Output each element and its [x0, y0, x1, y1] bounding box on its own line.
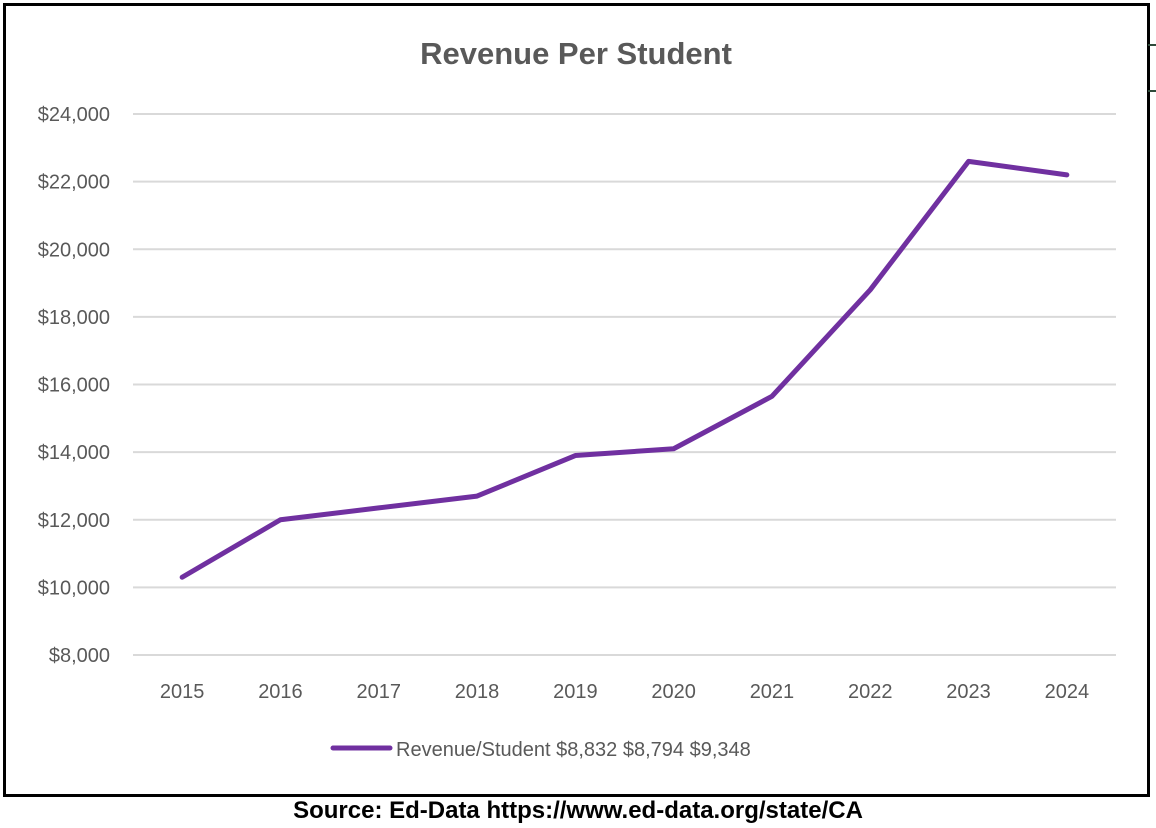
chart-title: Revenue Per Student [420, 36, 732, 71]
y-tick-label: $20,000 [38, 239, 110, 261]
y-tick-label: $12,000 [38, 510, 110, 532]
y-tick-label: $18,000 [38, 307, 110, 329]
edge-mark [1148, 90, 1156, 92]
chart-frame [3, 3, 1150, 797]
x-tick-label: 2024 [1045, 681, 1090, 703]
x-tick-label: 2019 [553, 681, 598, 703]
x-tick-label: 2022 [848, 681, 893, 703]
x-tick-label: 2017 [357, 681, 402, 703]
x-tick-label: 2018 [455, 681, 500, 703]
series-line [179, 158, 1070, 580]
y-tick-label: $8,000 [49, 645, 110, 667]
y-tick-label: $22,000 [38, 172, 110, 194]
x-tick-label: 2016 [258, 681, 303, 703]
x-tick-label: 2020 [651, 681, 696, 703]
x-tick-label: 2015 [160, 681, 205, 703]
y-tick-label: $14,000 [38, 442, 110, 464]
y-tick-label: $24,000 [38, 104, 110, 126]
x-tick-label: 2021 [750, 681, 795, 703]
source-caption: Source: Ed-Data https://www.ed-data.org/… [293, 797, 863, 824]
y-tick-label: $16,000 [38, 375, 110, 397]
legend-label: Revenue/Student $8,832 $8,794 $9,348 [396, 739, 751, 761]
edge-mark [1148, 44, 1156, 46]
y-tick-label: $10,000 [38, 577, 110, 599]
x-tick-label: 2023 [946, 681, 991, 703]
